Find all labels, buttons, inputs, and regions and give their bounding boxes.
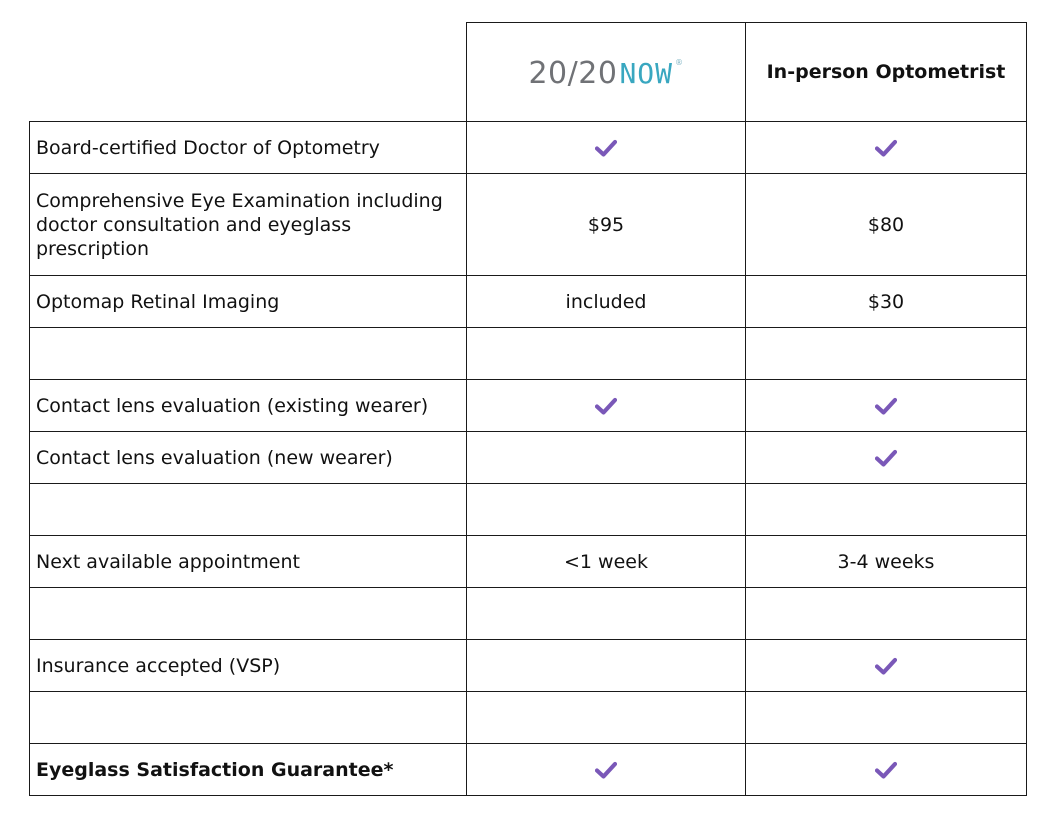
table-row: Optomap Retinal Imaging included $30 (29, 275, 1027, 328)
checkmark-icon (595, 139, 617, 157)
comparison-table: 20/20 NOW ® In-person Optometrist Board-… (29, 22, 1027, 796)
cell-optometrist (745, 431, 1027, 484)
table-row: Insurance accepted (VSP) (29, 639, 1027, 692)
cell-optometrist (745, 587, 1027, 640)
cell-2020now (466, 121, 746, 174)
table-row-empty (29, 327, 1027, 380)
cell-optometrist (745, 483, 1027, 536)
cell-2020now: included (466, 275, 746, 328)
registered-mark: ® (675, 58, 684, 67)
table-row: Contact lens evaluation (existing wearer… (29, 379, 1027, 432)
row-label: Next available appointment (29, 535, 467, 588)
cell-2020now (466, 587, 746, 640)
checkmark-icon (875, 761, 897, 779)
row-label: Eyeglass Satisfaction Guarantee* (29, 743, 467, 796)
table-row: Eyeglass Satisfaction Guarantee* (29, 743, 1027, 796)
cell-optometrist (745, 379, 1027, 432)
row-label: Contact lens evaluation (new wearer) (29, 431, 467, 484)
table-row-empty (29, 691, 1027, 744)
header-2020now-cell: 20/20 NOW ® (466, 22, 746, 122)
cell-optometrist (745, 743, 1027, 796)
table-row-empty (29, 483, 1027, 536)
cell-2020now (466, 379, 746, 432)
cell-optometrist (745, 121, 1027, 174)
cell-2020now (466, 431, 746, 484)
checkmark-icon (875, 139, 897, 157)
cell-2020now (466, 483, 746, 536)
checkmark-icon (875, 397, 897, 415)
cell-2020now (466, 327, 746, 380)
header-row: 20/20 NOW ® In-person Optometrist (29, 22, 1027, 122)
cell-optometrist: $80 (745, 173, 1027, 276)
cell-2020now (466, 743, 746, 796)
table-row-empty (29, 587, 1027, 640)
row-label (29, 327, 467, 380)
checkmark-icon (875, 449, 897, 467)
checkmark-icon (595, 397, 617, 415)
row-label: Insurance accepted (VSP) (29, 639, 467, 692)
checkmark-icon (875, 657, 897, 675)
row-label (29, 691, 467, 744)
cell-2020now (466, 691, 746, 744)
row-label: Comprehensive Eye Examination including … (29, 173, 467, 276)
header-optometrist-cell: In-person Optometrist (745, 22, 1027, 122)
cell-optometrist (745, 691, 1027, 744)
logo-text-2020: 20/20 (528, 56, 618, 91)
row-label: Contact lens evaluation (existing wearer… (29, 379, 467, 432)
cell-optometrist (745, 639, 1027, 692)
table-row: Contact lens evaluation (new wearer) (29, 431, 1027, 484)
table-row: Board-certified Doctor of Optometry (29, 121, 1027, 174)
cell-optometrist (745, 327, 1027, 380)
row-label: Optomap Retinal Imaging (29, 275, 467, 328)
cell-optometrist: 3-4 weeks (745, 535, 1027, 588)
corner-cell (29, 22, 467, 122)
2020now-logo: 20/20 NOW ® (528, 59, 683, 89)
logo-text-now: NOW (619, 57, 674, 90)
cell-2020now (466, 639, 746, 692)
row-label (29, 587, 467, 640)
row-label (29, 483, 467, 536)
table-row: Next available appointment <1 week 3-4 w… (29, 535, 1027, 588)
cell-2020now: <1 week (466, 535, 746, 588)
cell-optometrist: $30 (745, 275, 1027, 328)
cell-2020now: $95 (466, 173, 746, 276)
checkmark-icon (595, 761, 617, 779)
row-label: Board-certified Doctor of Optometry (29, 121, 467, 174)
table-row: Comprehensive Eye Examination including … (29, 173, 1027, 276)
